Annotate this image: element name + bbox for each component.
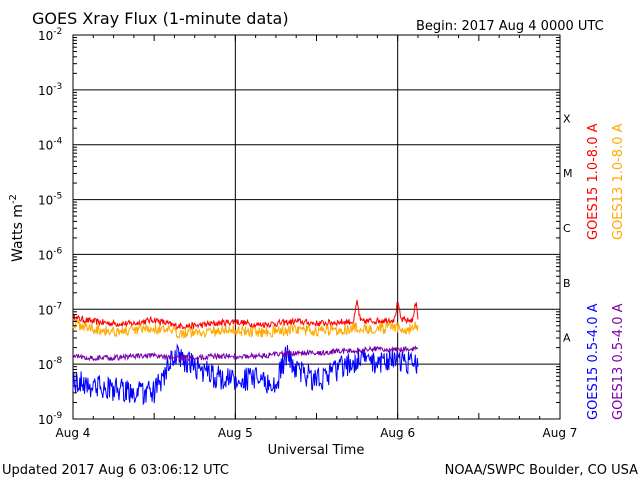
x-tick-label: Aug 4 bbox=[56, 426, 91, 440]
y-axis-label-text: Watts m bbox=[10, 204, 26, 262]
y-tick-base: 10 bbox=[38, 194, 53, 208]
series-line-0 bbox=[72, 299, 419, 331]
flare-class-m: M bbox=[563, 167, 573, 180]
x-tick-label: Aug 5 bbox=[218, 426, 253, 440]
legend-entry-3: GOES13 0.5-4.0 A bbox=[611, 303, 626, 420]
y-tick-exponent: -9 bbox=[53, 411, 62, 421]
y-tick-base: 10 bbox=[38, 29, 53, 43]
horizontal-grid bbox=[73, 89, 560, 365]
y-tick-exponent: -8 bbox=[53, 356, 62, 366]
x-tick-label: Aug 6 bbox=[380, 426, 415, 440]
y-tick-base: 10 bbox=[38, 303, 53, 317]
flare-class-b: B bbox=[563, 277, 571, 290]
plot-area bbox=[72, 34, 561, 420]
y-tick-label: 10-4 bbox=[38, 137, 63, 153]
y-axis-ticks: 10-210-310-410-510-610-710-810-9 bbox=[38, 27, 560, 427]
y-tick-label: 10-2 bbox=[38, 27, 62, 43]
y-axis-label: Watts m-2 bbox=[8, 194, 26, 262]
series-line-3 bbox=[72, 345, 419, 362]
series-line-1 bbox=[72, 318, 419, 340]
y-tick-label: 10-3 bbox=[38, 82, 62, 98]
y-tick-exponent: -4 bbox=[53, 137, 62, 147]
plot-frame bbox=[72, 34, 561, 420]
y-tick-base: 10 bbox=[38, 84, 53, 98]
y-tick-base: 10 bbox=[38, 139, 53, 153]
updated-label: Updated 2017 Aug 6 03:06:12 UTC bbox=[2, 463, 229, 478]
legend-entry-2: GOES15 0.5-4.0 A bbox=[586, 303, 601, 420]
legend-entry-0: GOES15 1.0-8.0 A bbox=[586, 123, 601, 240]
flare-class-c: C bbox=[563, 222, 571, 235]
series-layer bbox=[72, 299, 419, 406]
begin-label: Begin: 2017 Aug 4 0000 UTC bbox=[416, 19, 604, 34]
chart-title: GOES Xray Flux (1-minute data) bbox=[32, 9, 289, 28]
y-tick-label: 10-7 bbox=[38, 301, 62, 317]
x-axis-ticks: Aug 4 Aug 5 Aug 6 Aug 7 bbox=[56, 35, 578, 440]
x-tick-label: Aug 7 bbox=[543, 426, 578, 440]
series-line-2 bbox=[72, 343, 419, 406]
legend: GOES15 1.0-8.0 A GOES13 1.0-8.0 A GOES15 0… bbox=[586, 123, 626, 420]
legend-entry-1: GOES13 1.0-8.0 A bbox=[611, 123, 626, 240]
y-tick-base: 10 bbox=[38, 413, 53, 427]
y-tick-exponent: -7 bbox=[53, 301, 62, 311]
x-axis-label: Universal Time bbox=[268, 443, 365, 458]
flare-class-labels: X M C B A bbox=[563, 112, 573, 344]
y-tick-label: 10-8 bbox=[38, 356, 63, 372]
flare-class-x: X bbox=[563, 112, 571, 125]
y-tick-exponent: -3 bbox=[53, 82, 62, 92]
y-tick-base: 10 bbox=[38, 358, 53, 372]
y-tick-label: 10-5 bbox=[38, 192, 62, 208]
y-tick-label: 10-9 bbox=[38, 411, 63, 427]
y-axis-label-exponent: -2 bbox=[8, 194, 19, 204]
y-tick-base: 10 bbox=[38, 248, 53, 262]
y-tick-exponent: -5 bbox=[53, 192, 62, 202]
y-tick-label: 10-6 bbox=[38, 246, 63, 262]
credit-label: NOAA/SWPC Boulder, CO USA bbox=[445, 463, 638, 478]
y-tick-exponent: -6 bbox=[53, 246, 62, 256]
y-tick-exponent: -2 bbox=[53, 27, 62, 37]
flare-class-a: A bbox=[563, 332, 571, 345]
